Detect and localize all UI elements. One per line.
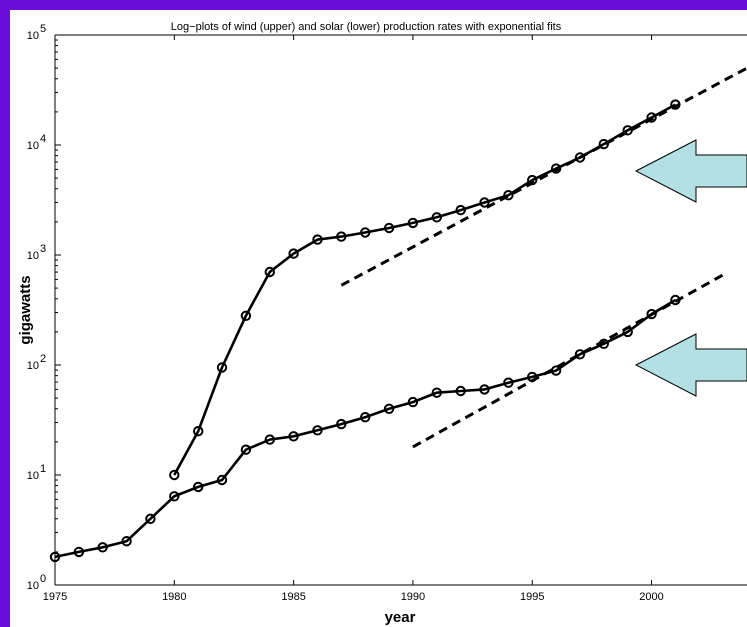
data-point bbox=[431, 212, 442, 223]
series-line bbox=[173, 103, 677, 476]
data-point bbox=[73, 546, 85, 558]
data-point bbox=[97, 542, 108, 553]
series-line bbox=[54, 298, 677, 559]
data-point bbox=[193, 481, 204, 493]
axes bbox=[54, 34, 747, 586]
series-1 bbox=[49, 294, 681, 563]
ticks: 1975 1980 1985 1990 1995 20001001011021031041… bbox=[27, 23, 664, 603]
data-point bbox=[646, 112, 657, 123]
y-tick-exponent: 5 bbox=[40, 23, 46, 35]
data-point bbox=[288, 431, 299, 442]
data-point bbox=[336, 418, 347, 430]
x-tick-label: 1980 bbox=[162, 591, 186, 603]
data-point bbox=[240, 310, 252, 321]
data-point bbox=[360, 412, 371, 423]
data-point bbox=[288, 248, 299, 259]
data-point bbox=[503, 377, 514, 388]
y-tick-exponent: 1 bbox=[40, 463, 46, 475]
solar-arrow bbox=[634, 333, 747, 397]
data-point bbox=[479, 384, 490, 395]
chart-panel: Log−plots of wind (upper) and solar (low… bbox=[10, 10, 747, 627]
y-tick-label: 10 bbox=[27, 140, 39, 152]
data-point bbox=[431, 387, 442, 398]
series-layer bbox=[49, 66, 747, 563]
y-tick-label: 10 bbox=[27, 580, 39, 592]
data-point bbox=[383, 222, 395, 234]
y-tick-exponent: 4 bbox=[40, 133, 46, 145]
data-point bbox=[49, 551, 61, 563]
data-point bbox=[216, 474, 228, 486]
data-point bbox=[503, 190, 514, 201]
data-point bbox=[360, 227, 371, 238]
data-point bbox=[169, 491, 180, 502]
x-axis-label: year bbox=[385, 609, 416, 626]
y-axis-label: gigawatts bbox=[17, 275, 34, 344]
y-tick-label: 10 bbox=[27, 30, 39, 42]
x-tick-label: 2000 bbox=[639, 591, 663, 603]
data-point bbox=[574, 152, 586, 163]
series-0 bbox=[169, 99, 681, 481]
x-tick-label: 1985 bbox=[281, 591, 305, 603]
data-point bbox=[264, 266, 275, 278]
y-tick-exponent: 3 bbox=[40, 243, 46, 255]
data-point bbox=[312, 234, 323, 245]
data-point bbox=[574, 349, 586, 360]
y-tick-exponent: 0 bbox=[40, 573, 46, 585]
data-point bbox=[479, 197, 490, 208]
fit-line bbox=[340, 66, 747, 287]
y-tick-label: 10 bbox=[27, 470, 39, 482]
data-point bbox=[193, 426, 204, 437]
series-2 bbox=[340, 66, 747, 287]
y-tick-label: 10 bbox=[27, 360, 39, 372]
data-point bbox=[407, 217, 419, 229]
x-tick-label: 1995 bbox=[520, 591, 544, 603]
data-point bbox=[455, 385, 466, 397]
x-tick-label: 1975 bbox=[43, 591, 67, 603]
data-point bbox=[216, 362, 228, 373]
data-point bbox=[622, 125, 633, 136]
data-point bbox=[383, 403, 395, 414]
x-tick-label: 1990 bbox=[401, 591, 425, 603]
data-point bbox=[312, 425, 323, 436]
y-tick-exponent: 2 bbox=[40, 353, 46, 365]
wind-arrow bbox=[634, 139, 747, 203]
chart-title: Log−plots of wind (upper) and solar (low… bbox=[171, 21, 562, 33]
data-point bbox=[455, 204, 466, 216]
annotation-layer bbox=[634, 139, 747, 397]
data-point bbox=[646, 308, 657, 320]
data-point bbox=[264, 434, 275, 445]
y-tick-label: 10 bbox=[27, 250, 39, 262]
data-point bbox=[336, 231, 347, 242]
chart-svg: Log−plots of wind (upper) and solar (low… bbox=[17, 21, 747, 626]
data-point bbox=[169, 469, 180, 481]
data-point bbox=[145, 513, 156, 524]
data-point bbox=[407, 396, 419, 408]
data-point bbox=[121, 536, 132, 547]
data-point bbox=[240, 444, 252, 455]
